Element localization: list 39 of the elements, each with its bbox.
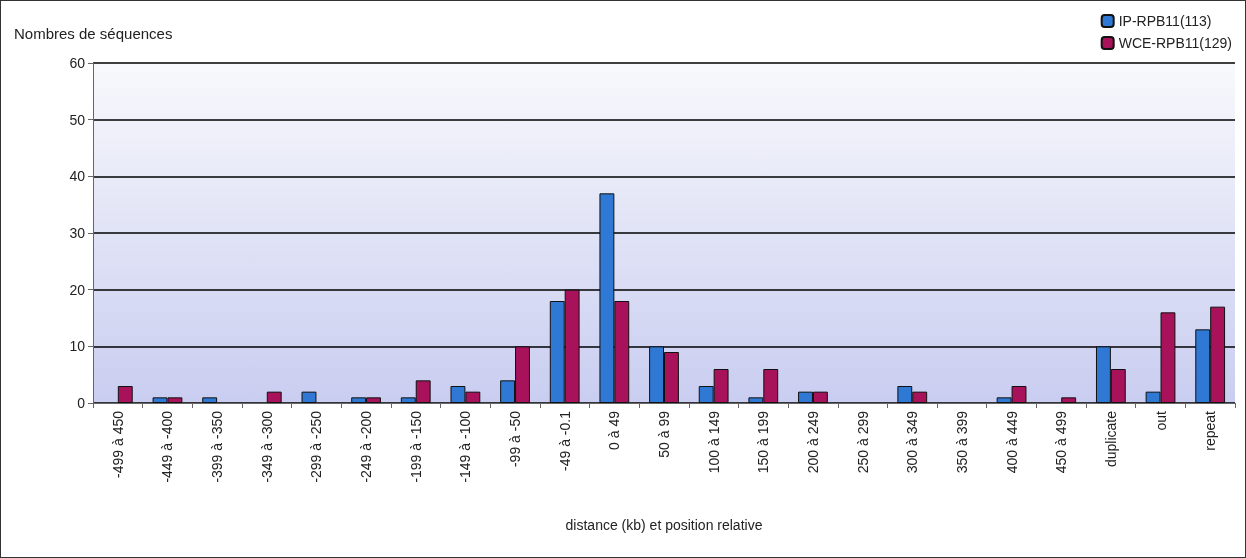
- legend-label: IP-RPB11(113): [1118, 13, 1212, 29]
- x-tick-label: -99 à -50: [507, 410, 524, 468]
- legend-label: WCE-RPB11(129): [1118, 35, 1232, 51]
- x-tick-label: 50 à 99: [656, 410, 672, 458]
- x-tick-label: out: [1152, 410, 1169, 431]
- x-tick-label: -149 à -100: [457, 410, 474, 483]
- y-tick-label: 10: [69, 338, 86, 355]
- bar: [202, 397, 218, 403]
- x-tick-label: repeat: [1202, 410, 1219, 451]
- y-tick-label: 40: [69, 168, 86, 185]
- x-tick-label: 400 à 449: [1003, 410, 1020, 474]
- x-tick-label: -199 à -150: [407, 410, 424, 483]
- x-tick-label: -249 à -200: [358, 410, 375, 483]
- x-tick-label: -449 à -400: [159, 410, 176, 483]
- bar: [266, 391, 282, 403]
- x-tick-label: -349 à -300: [258, 410, 275, 483]
- bar: [1061, 397, 1077, 403]
- y-tick-label: 0: [77, 395, 86, 411]
- x-tick-label: -49 à -0.1: [556, 410, 573, 471]
- x-tick-label: 350 à 399: [953, 410, 970, 474]
- x-tick-label: -299 à -250: [308, 410, 325, 483]
- x-tick-label: 450 à 499: [1053, 410, 1070, 474]
- x-tick-label: 150 à 199: [755, 410, 772, 474]
- y-tick-label: 50: [69, 111, 86, 128]
- x-tick-label: duplicate: [1102, 410, 1119, 468]
- x-tick-label: 0 à 49: [606, 410, 623, 450]
- y-tick-label: 60: [69, 55, 86, 71]
- x-tick-label: 100 à 149: [705, 410, 722, 474]
- y-tick-label: 20: [69, 281, 86, 298]
- x-tick-label: 250 à 299: [854, 410, 871, 474]
- bar: [301, 391, 317, 403]
- x-tick-label: 300 à 349: [904, 410, 921, 474]
- x-tick-label: -499 à 450: [109, 410, 126, 478]
- x-tick-label: 200 à 249: [804, 410, 821, 474]
- x-tick-label: -399 à -350: [209, 410, 226, 483]
- x-axis-title: distance (kb) et position relative: [565, 517, 763, 533]
- bar: [117, 386, 133, 403]
- y-tick-label: 30: [69, 225, 86, 241]
- y-axis-title: Nombres de séquences: [14, 25, 173, 42]
